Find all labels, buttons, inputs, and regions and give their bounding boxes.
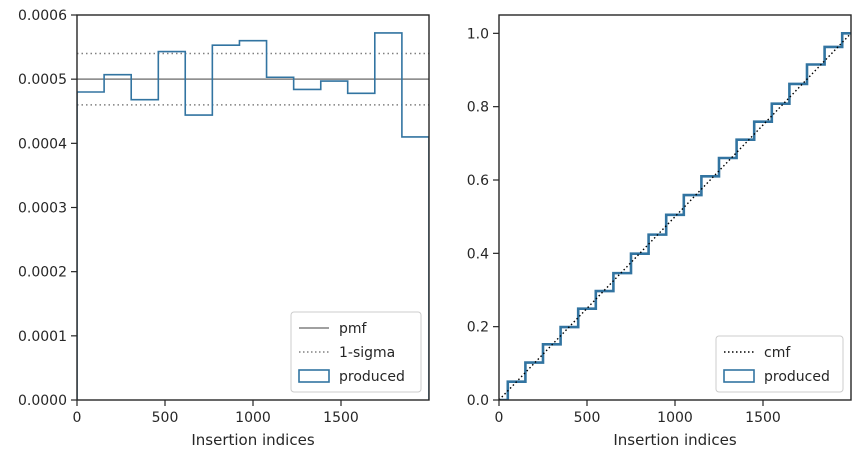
y-tick-label: 0.0005: [18, 72, 67, 88]
legend-label-1-sigma: 1-sigma: [339, 345, 395, 361]
y-tick-label: 0.0003: [18, 201, 67, 217]
legend-box: [290, 311, 422, 393]
x-tick-label: 500: [152, 410, 179, 426]
y-tick-label: 1.0: [467, 26, 489, 42]
legend-label-produced: produced: [339, 369, 405, 385]
x-tick-label: 0: [495, 410, 504, 426]
x-tick-label: 0: [73, 410, 82, 426]
produced-histogram: [77, 32, 429, 400]
legend-box: [715, 335, 844, 393]
plot-area: [499, 32, 851, 400]
x-tick-label: 1500: [745, 410, 781, 426]
x-axis-label: Insertion indices: [613, 431, 736, 449]
y-tick-label: 0.0002: [18, 265, 67, 281]
y-tick-label: 0.4: [467, 246, 489, 262]
x-axis-label: Insertion indices: [191, 431, 314, 449]
legend-label-pmf: pmf: [339, 321, 368, 337]
y-tick-label: 0.0000: [18, 393, 67, 409]
axes-frame: [76, 14, 430, 401]
y-tick-label: 0.0001: [18, 329, 67, 345]
y-tick-label: 0.0: [467, 393, 489, 409]
y-tick-label: 0.0006: [18, 8, 67, 24]
produced-cumulative: [499, 32, 851, 400]
cmf-line: [499, 32, 851, 400]
pmf-chart: 0 500 1000 1500 0.0000 0.0001 0.0002 0.0003 0.00…: [18, 8, 430, 449]
legend-swatch-produced: [298, 369, 330, 383]
plot-area: [77, 32, 429, 400]
x-tick-label: 1000: [235, 410, 271, 426]
y-tick-label: 0.8: [467, 100, 489, 116]
cmf-chart: 0 500 1000 1500 0.0 0.2 0.4 0.6 0.8 1.0 Insertion …: [467, 14, 852, 449]
legend-swatch-produced: [723, 369, 755, 383]
x-tick-label: 1500: [323, 410, 359, 426]
y-tick-label: 0.2: [467, 320, 489, 336]
x-tick-label: 1000: [657, 410, 693, 426]
y-tick-label: 0.0004: [18, 136, 67, 152]
legend-label-cmf: cmf: [764, 345, 791, 361]
legend-label-produced: produced: [764, 369, 830, 385]
y-tick-label: 0.6: [467, 173, 489, 189]
x-tick-label: 500: [574, 410, 601, 426]
axes-frame: [498, 14, 852, 401]
